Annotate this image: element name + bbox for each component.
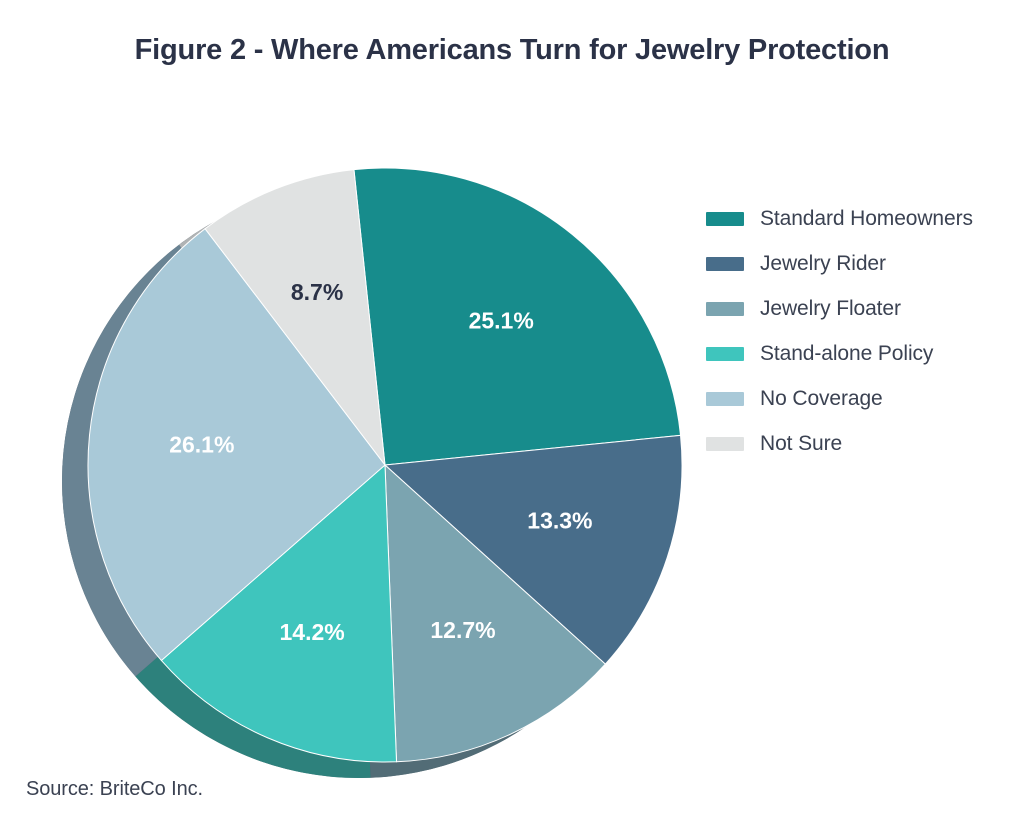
legend-swatch-icon — [706, 436, 744, 451]
pie-slice[interactable] — [384, 463, 607, 763]
legend-item[interactable]: Jewelry Rider — [706, 241, 1006, 286]
pie-slice[interactable] — [204, 169, 386, 467]
page-title: Figure 2 - Where Americans Turn for Jewe… — [134, 34, 890, 66]
pie-slice-value-label: 14.2% — [279, 619, 344, 645]
pie-value-label-layer: 25.1% 13.3% 12.7% 14.2% 26.1% 8.7% — [169, 279, 592, 645]
pie-slice[interactable] — [353, 167, 682, 466]
legend-item[interactable]: Standard Homeowners — [706, 196, 1006, 241]
pie-slice[interactable] — [160, 463, 398, 763]
legend-item[interactable]: Not Sure — [706, 421, 1006, 466]
legend-swatch-icon — [706, 301, 744, 316]
pie-slice-value-label: 25.1% — [469, 307, 534, 333]
legend-item-label: Standard Homeowners — [760, 206, 973, 230]
legend-item-label: No Coverage — [760, 386, 883, 410]
legend-item[interactable]: Jewelry Floater — [706, 286, 1006, 331]
chart-legend: Standard Homeowners Jewelry Rider Jewelry … — [706, 196, 1006, 466]
legend-item-label: Jewelry Floater — [760, 296, 901, 320]
pie-slice-layer — [87, 167, 683, 763]
legend-swatch-icon — [706, 256, 744, 271]
legend-item-label: Stand-alone Policy — [760, 341, 934, 365]
pie-slice-value-label: 13.3% — [527, 508, 592, 534]
legend-item-label: Not Sure — [760, 431, 843, 455]
legend-item[interactable]: No Coverage — [706, 376, 1006, 421]
pie-slice-value-label: 8.7% — [291, 279, 343, 305]
legend-swatch-icon — [706, 211, 744, 226]
source-note: Source: BriteCo Inc. — [26, 778, 203, 800]
legend-item[interactable]: Stand-alone Policy — [706, 331, 1006, 376]
legend-item-label: Jewelry Rider — [760, 251, 886, 275]
legend-swatch-icon — [706, 391, 744, 406]
pie-slice-value-label: 26.1% — [169, 432, 234, 458]
pie-slice[interactable] — [383, 434, 683, 665]
pie-slice-value-label: 12.7% — [430, 617, 495, 643]
pie-slice[interactable] — [87, 228, 386, 662]
legend-swatch-icon — [706, 346, 744, 361]
